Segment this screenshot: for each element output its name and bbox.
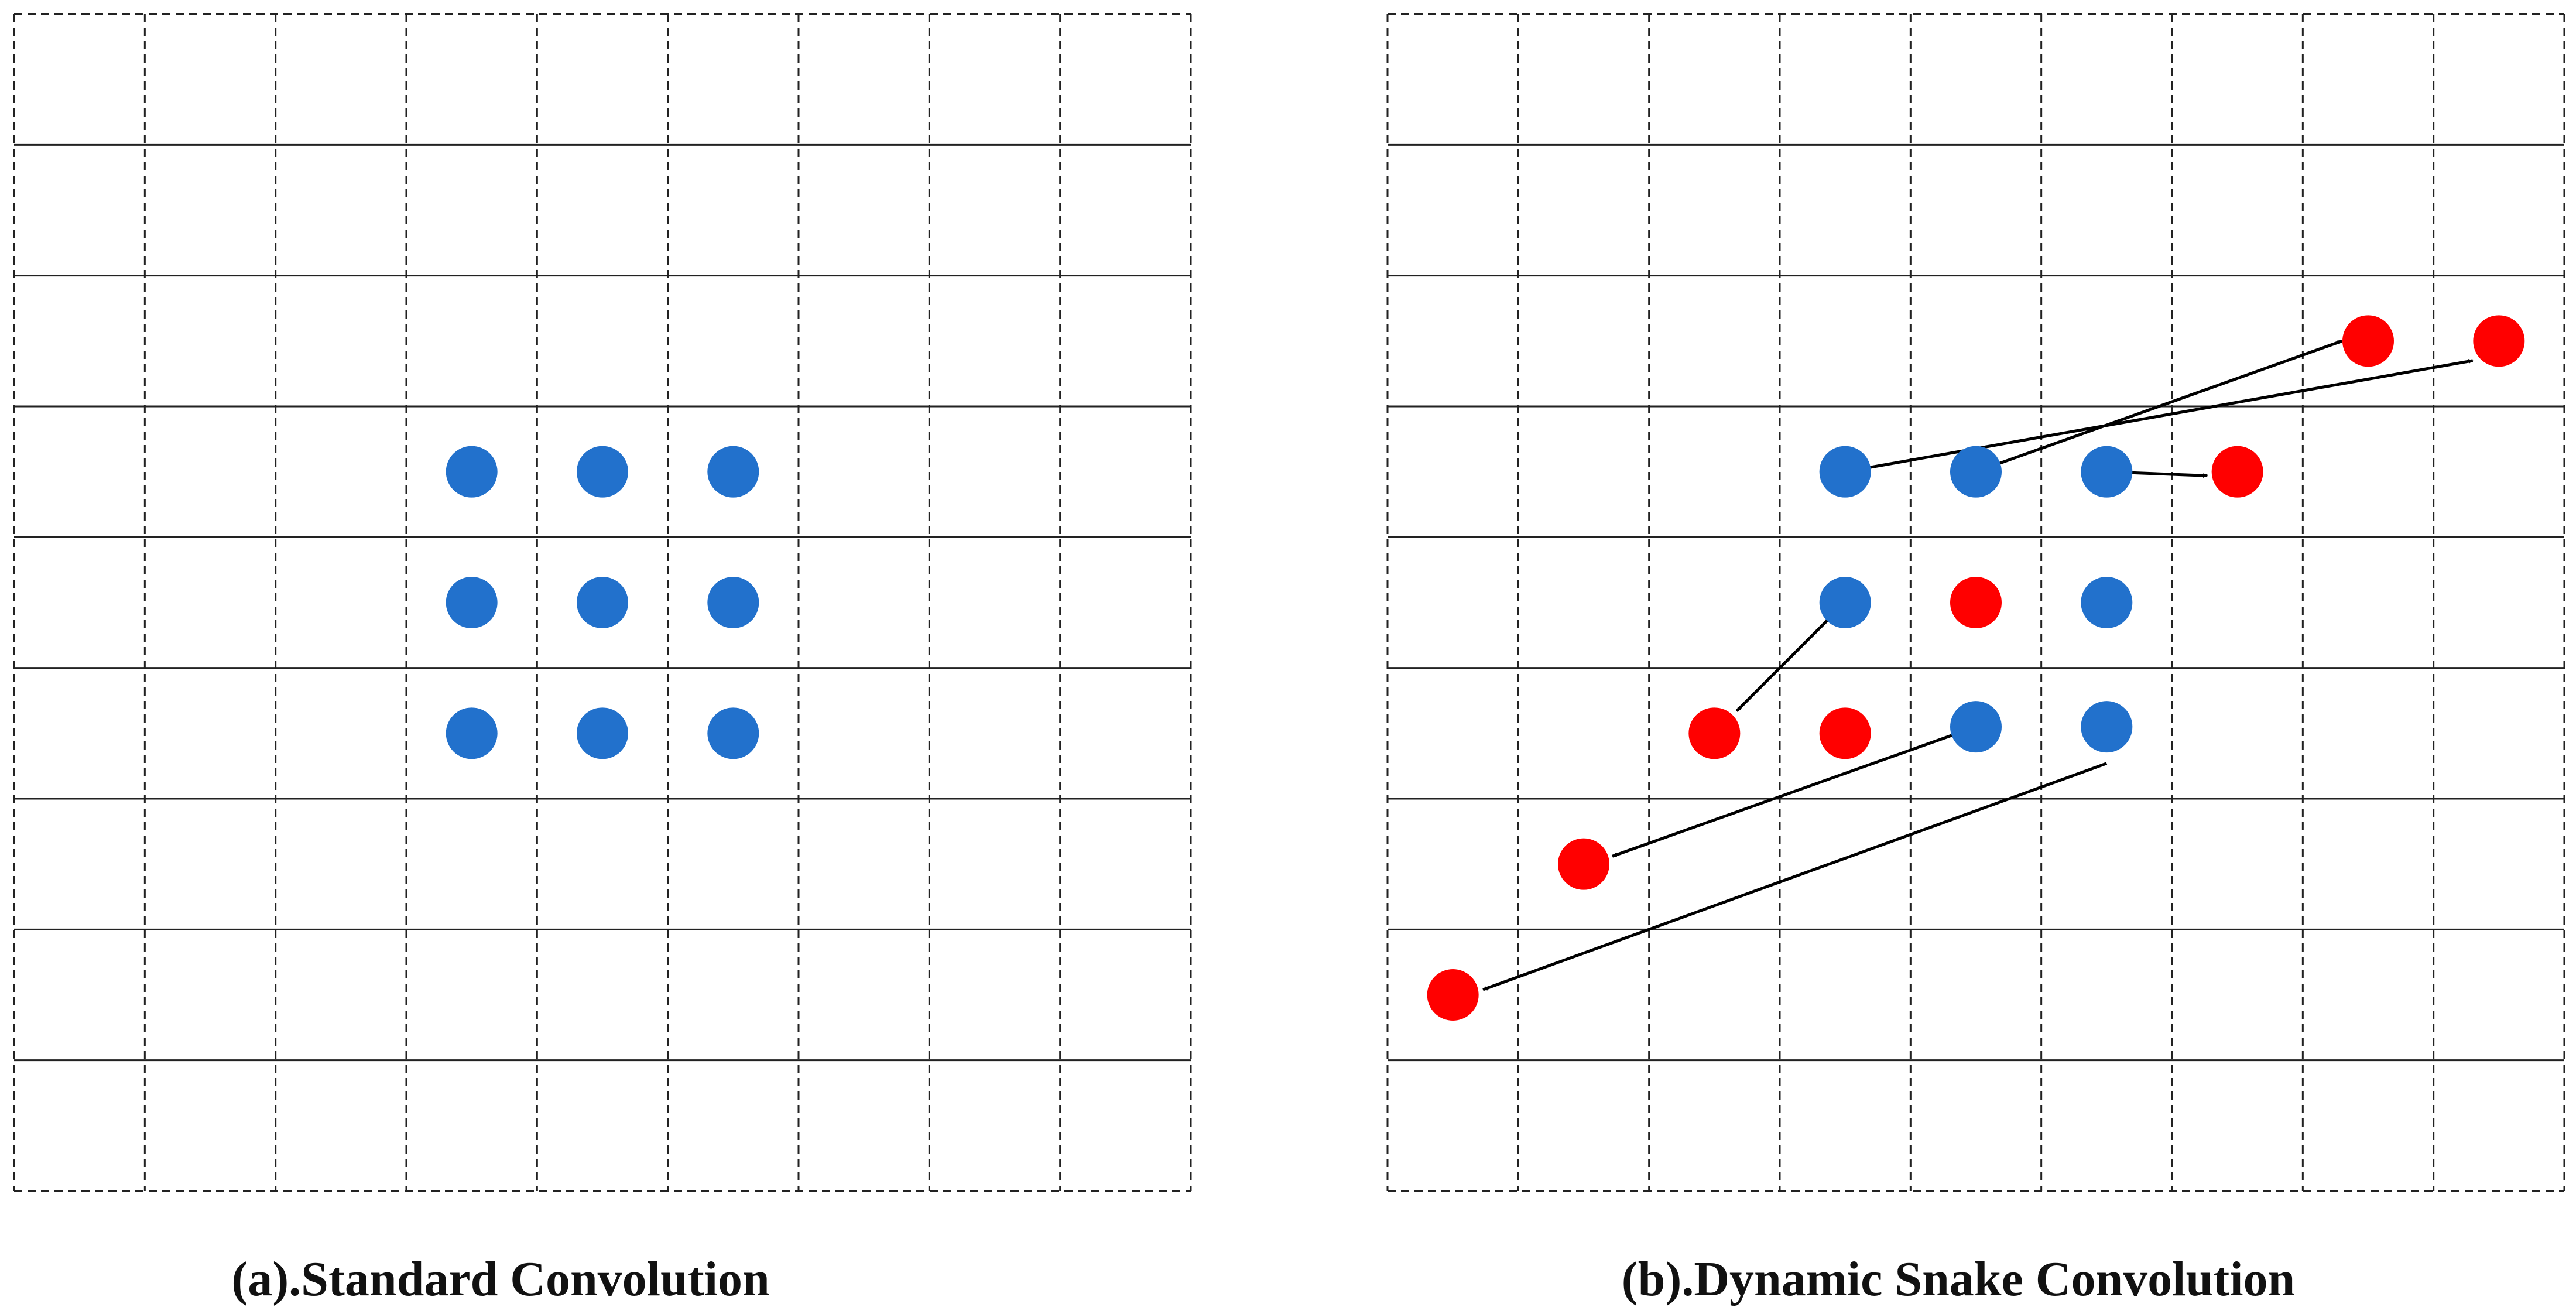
sampling-point bbox=[707, 707, 759, 759]
offset-point bbox=[2342, 315, 2394, 367]
sampling-point bbox=[1819, 577, 1871, 628]
offset-point bbox=[1950, 577, 2002, 628]
offset-arrow bbox=[1975, 339, 2343, 474]
panel-standard-convolution bbox=[13, 13, 1192, 1192]
sampling-point bbox=[577, 707, 628, 759]
offset-arrow bbox=[1482, 762, 2108, 991]
sampling-point bbox=[2081, 446, 2133, 498]
offset-arrow bbox=[1612, 725, 1976, 858]
sampling-point bbox=[2081, 577, 2133, 628]
sampling-point bbox=[446, 707, 498, 759]
offset-point bbox=[2473, 315, 2525, 367]
caption-standard-convolution: (a).Standard Convolution bbox=[231, 1252, 770, 1306]
sampling-point bbox=[707, 577, 759, 628]
offset-point bbox=[2211, 446, 2263, 498]
sampling-point bbox=[1819, 446, 1871, 498]
panel-dynamic-snake-convolution bbox=[1386, 13, 2565, 1192]
caption-dynamic-snake-convolution: (b).Dynamic Snake Convolution bbox=[1622, 1252, 2296, 1306]
offset-point bbox=[1427, 969, 1479, 1021]
offset-point bbox=[1688, 707, 1741, 759]
offset-point bbox=[1558, 838, 1609, 890]
sampling-point bbox=[1950, 701, 2002, 753]
sampling-point bbox=[577, 577, 628, 628]
sampling-point bbox=[1950, 446, 2002, 498]
offset-arrow bbox=[1845, 359, 2474, 474]
sampling-point bbox=[707, 446, 759, 498]
sampling-point bbox=[577, 446, 628, 498]
sampling-point bbox=[446, 577, 498, 628]
sampling-point bbox=[446, 446, 498, 498]
sampling-point bbox=[2081, 701, 2133, 753]
offset-point bbox=[1819, 707, 1871, 759]
